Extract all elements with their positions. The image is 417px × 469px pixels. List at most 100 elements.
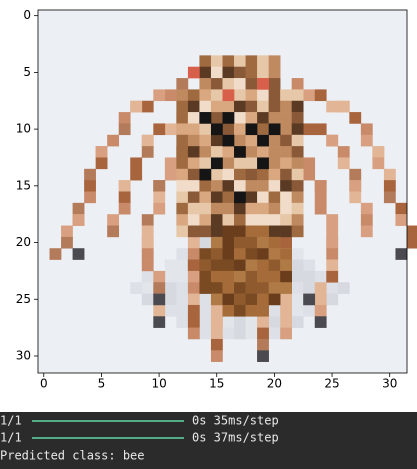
pixel [257, 157, 269, 170]
pixel [326, 134, 339, 147]
pixel [176, 168, 189, 181]
pixel [210, 316, 223, 328]
image [38, 10, 417, 373]
pixel [268, 146, 281, 158]
pixel [210, 100, 223, 113]
pixel [222, 282, 235, 294]
pixel [199, 259, 212, 272]
x-tick-label: 30 [382, 377, 397, 391]
axes-frame [37, 9, 408, 374]
pixel [280, 316, 292, 328]
x-tick-label: 5 [98, 377, 106, 391]
pixel [245, 248, 258, 260]
pixel [176, 214, 189, 226]
pixel [95, 146, 108, 158]
pixel [257, 202, 269, 215]
pixel [257, 338, 269, 351]
pixel [199, 89, 212, 102]
pixel [291, 304, 304, 317]
pixel [176, 78, 189, 90]
pixel [187, 259, 200, 272]
pixel [187, 225, 200, 238]
pixel [141, 259, 154, 272]
pixel [257, 168, 269, 181]
pixel [118, 202, 131, 215]
pixel [268, 202, 281, 215]
pixel [291, 180, 304, 192]
pixel [257, 248, 269, 260]
pixel [349, 168, 362, 181]
pixel [395, 202, 408, 215]
pixel [153, 293, 166, 306]
pixel [280, 146, 292, 158]
pixel [164, 259, 177, 272]
pixel [176, 270, 189, 283]
pixel [257, 180, 269, 192]
pixel [257, 78, 269, 90]
pixel [95, 157, 108, 170]
pixel [245, 316, 258, 328]
pixel [107, 225, 120, 238]
pixel [176, 89, 189, 102]
pixel [268, 236, 281, 249]
pixel [141, 100, 154, 113]
pixel [268, 157, 281, 170]
progress-time: 0s 35ms/step [192, 414, 279, 428]
pixel [222, 236, 235, 249]
pixel [268, 293, 281, 306]
pixel [84, 168, 96, 181]
pixel [210, 168, 223, 181]
pixel [176, 202, 189, 215]
pixel [199, 327, 212, 340]
pixel [395, 248, 408, 260]
y-tick-label: 0 [23, 8, 31, 22]
pixel [257, 350, 269, 362]
pixel [176, 180, 189, 192]
pixel [164, 157, 177, 170]
pixel [210, 146, 223, 158]
pixel [199, 304, 212, 317]
pixel [291, 191, 304, 204]
pixel [280, 225, 292, 238]
pixel [314, 123, 327, 136]
pixel [257, 100, 269, 113]
pixel [234, 225, 246, 238]
pixel [314, 293, 327, 306]
pixel [199, 202, 212, 215]
y-tick-label: 25 [16, 292, 31, 306]
pixel [268, 191, 281, 204]
pixel [257, 316, 269, 328]
x-tick-label: 10 [151, 377, 166, 391]
pixel [245, 225, 258, 238]
pixel [222, 270, 235, 283]
pixel [326, 100, 339, 113]
pixel [130, 282, 143, 294]
pixel [210, 157, 223, 170]
pixel [303, 259, 316, 272]
pixel [245, 259, 258, 272]
pixel [234, 236, 246, 249]
pixel [234, 157, 246, 170]
pixel [153, 123, 166, 136]
pixel [268, 123, 281, 136]
pixel [141, 282, 154, 294]
pixel [234, 55, 246, 68]
pixel [153, 191, 166, 204]
pixel [257, 304, 269, 317]
pixel [383, 168, 396, 181]
pixel [245, 304, 258, 317]
pixel [61, 236, 73, 249]
pixel [141, 214, 154, 226]
pixel [187, 236, 200, 249]
pixel [234, 316, 246, 328]
pixel [176, 293, 189, 306]
pixel [234, 89, 246, 102]
pixel [245, 78, 258, 90]
pixel [199, 248, 212, 260]
pixel [222, 89, 235, 102]
pixel [268, 225, 281, 238]
pixel [222, 157, 235, 170]
pixel [303, 282, 316, 294]
pixel [383, 180, 396, 192]
x-tick-label: 20 [267, 377, 282, 391]
